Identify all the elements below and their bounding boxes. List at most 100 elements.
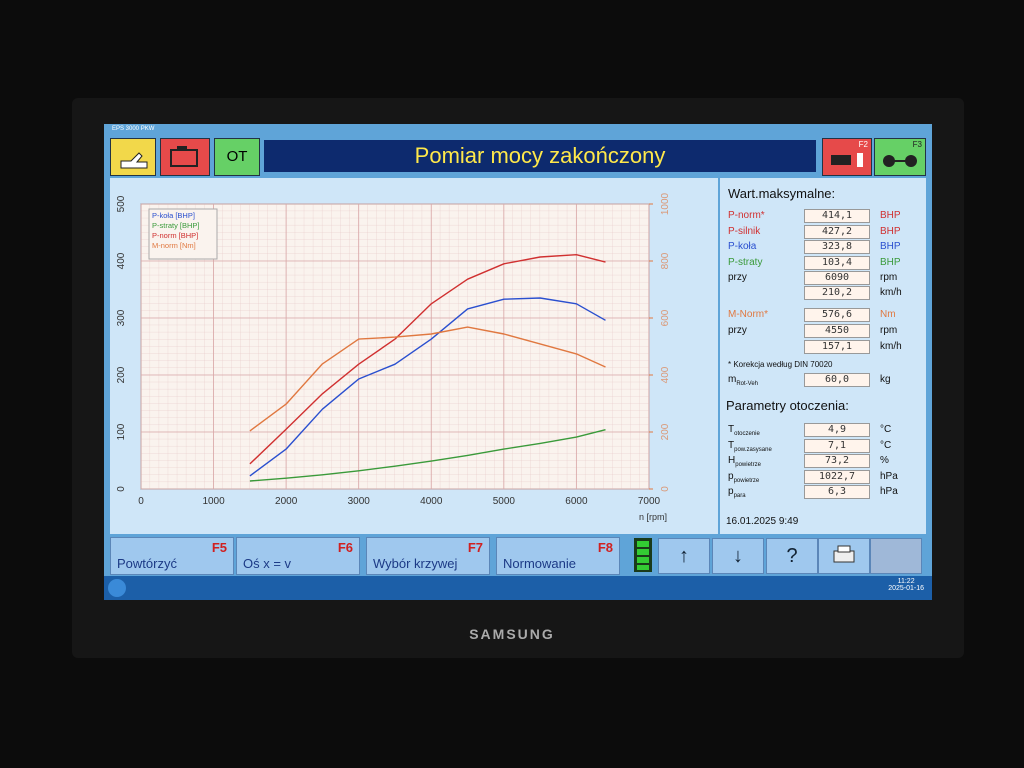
label-text: P-norm* [728,210,765,221]
row-label: przy [728,325,747,336]
car-icon [831,153,863,167]
minor-grid [141,204,649,489]
row-unit: km/h [880,341,902,352]
chart-panel: 0 1000 2000 3000 4000 5000 6000 7000 0 100 200 300 4… [110,178,718,534]
label-sub: para [733,493,746,499]
value-box: 427,2 [804,225,870,239]
row-unit: hPa [880,486,898,497]
row-unit: BHP [880,241,901,252]
clock-time: 11:22 [897,578,915,585]
value-box: 73,2 [804,454,870,468]
label-text: przy [728,272,747,283]
roller-icon [883,155,917,167]
label-text: P-straty [728,257,763,268]
label-text: P-koła [728,241,757,252]
exit-button[interactable] [870,538,922,574]
value-box: 6090 [804,271,870,285]
icon-button[interactable]: ↑ [658,538,710,574]
row-label: P-straty [728,257,762,268]
button-key: F6 [337,540,353,555]
icon-button[interactable]: ? [766,538,818,574]
legend-entry: P-straty [BHP] [152,221,200,230]
x-tick-label: 4000 [420,496,443,507]
chart: 0 1000 2000 3000 4000 5000 6000 700001002003004… [116,192,671,522]
ot-button[interactable]: OT [214,138,260,176]
button-key: F8 [597,540,613,555]
label-sub: Rot-Veh [736,381,759,387]
value-box: 1022,7 [804,469,870,484]
label-text: T [728,424,735,435]
row-unit: km/h [880,287,902,298]
label-text: T [728,439,735,451]
f2-button[interactable]: F2 [822,138,872,176]
label-sub: powietrze [735,462,761,468]
window-title: EPS 3000 PKW [112,126,155,132]
engine-button[interactable] [160,138,210,176]
button-label: Powtórzyć [117,556,177,571]
icon-button[interactable]: ↓ [712,538,764,574]
printer-icon [833,545,855,563]
value-box: 157,1 [804,340,870,354]
x-tick-label: 1000 [202,496,225,507]
function-button[interactable]: F5 Powtórzyć [110,537,234,575]
row-label: Tpow.zasysane [728,440,772,453]
row-label: ppara [728,486,746,499]
value-box: 4,9 [804,423,870,437]
y-tick-label: 100 [116,423,127,440]
series-line [249,297,606,477]
series-line [249,254,606,465]
y-tick-label: 500 [116,195,127,212]
series-line [249,326,606,432]
legend-box [148,208,218,260]
row-label: P-koła [728,241,756,252]
row-unit: BHP [880,210,901,221]
label-text: p [728,486,734,497]
start-button[interactable] [108,579,126,597]
legend-entry: P-norm [BHP] [152,231,198,240]
button-label: Normowanie [503,556,576,571]
row-unit: Nm [880,309,896,320]
x-axis-label: n [rpm] [639,512,667,522]
row-unit: kg [880,374,891,385]
x-tick-label: 6000 [565,496,588,507]
row-label: mRot-Veh [728,374,758,387]
button-key: F7 [467,540,483,555]
function-button[interactable]: F8 Normowanie [496,537,620,575]
y2-tick-label: 200 [660,423,671,440]
print-button[interactable] [818,538,870,574]
y-tick-label: 200 [116,366,127,383]
row-label: Hpowietrze [728,455,761,468]
row-unit: rpm [880,325,898,336]
timestamp: 16.01.2025 9:49 [726,516,799,527]
value-box: 576,6 [804,308,870,322]
values-panel: Wart.maksymalne: * Korekcja według DIN 7… [720,178,926,534]
value-box: 323,8 [804,240,870,254]
label-text: P-silnik [728,226,761,237]
x-tick-label: 5000 [493,496,516,507]
x-tick-label: 3000 [348,496,371,507]
button-key: F5 [211,540,227,555]
panel-title: Parametry otoczenia: [726,398,849,413]
hand-button[interactable] [110,138,156,176]
value-box: 4550 [804,324,870,338]
f3-button[interactable]: F3 [874,138,926,176]
label-text: przy [728,325,747,336]
level-bars [637,541,649,570]
value-box: 7,1 [804,438,870,453]
x-tick-label: 2000 [275,496,298,507]
x-tick-label: 0 [138,496,144,507]
function-button[interactable]: F6 Oś x = v [236,537,360,575]
row-label: ppowietrze [728,471,759,484]
row-label: M-Norm* [728,309,768,320]
value-box: 6,3 [804,485,870,499]
row-unit: rpm [880,272,898,283]
label-sub: otoczenie [734,431,760,437]
screen: EPS 3000 PKW OT Pomiar mocy zakończony F… [104,124,932,600]
row-unit: hPa [880,470,898,482]
label-text: M-Norm* [728,309,768,320]
function-button[interactable]: F7 Wybór krzywej [366,537,490,575]
clock-date: 2025-01-16 [888,585,924,592]
value-box: 414,1 [804,209,870,223]
taskbar: 11:22 2025-01-16 [104,576,932,600]
